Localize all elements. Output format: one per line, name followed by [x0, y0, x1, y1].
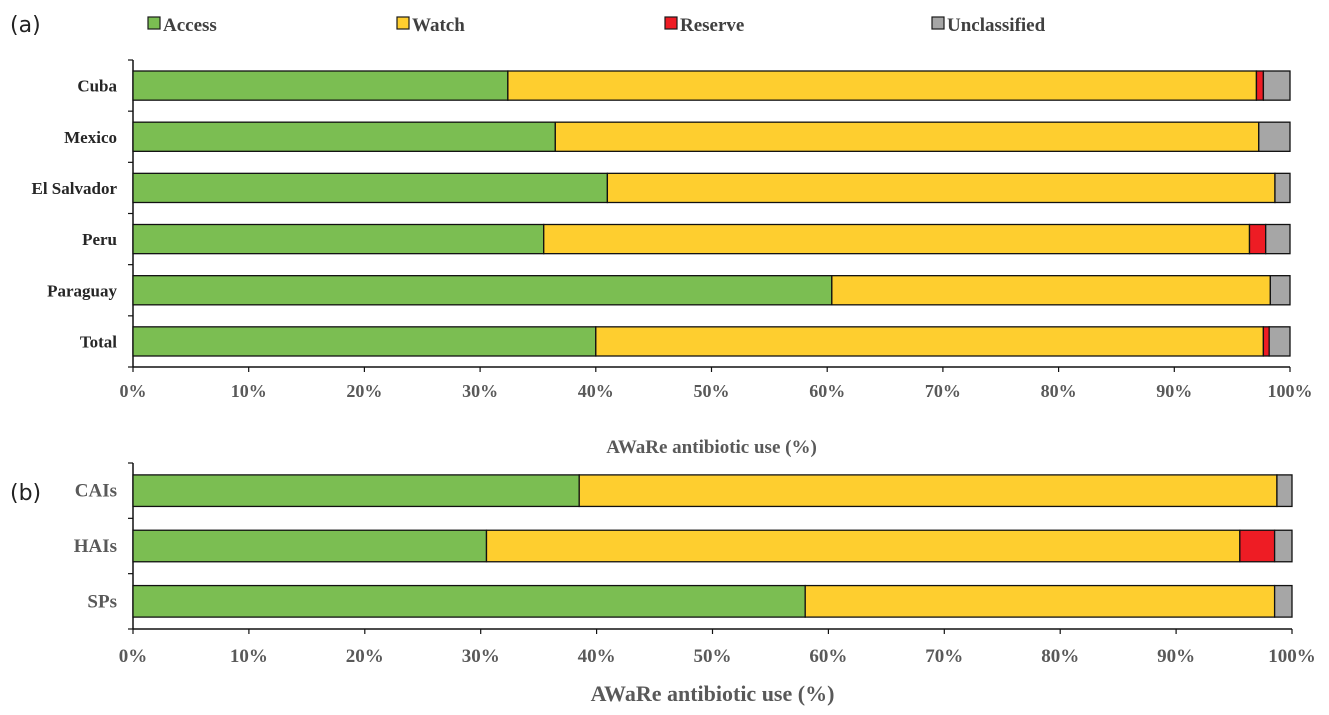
panel-a-category-label: El Salvador: [32, 179, 118, 198]
panel-a-category-label: Peru: [82, 230, 117, 249]
panel-b-category-label: HAIs: [74, 536, 117, 557]
panel-b-category-label: CAIs: [75, 481, 117, 502]
panel-a-bar-cuba-watch: [507, 70, 1258, 101]
panel-b-x-tick-label: 10%: [230, 646, 268, 667]
panel-a-x-tick-label: 30%: [462, 381, 498, 401]
panel-b-x-tick-label: 60%: [809, 646, 847, 667]
panel-b-x-tick-label: 40%: [578, 646, 616, 667]
panel-a-x-tick-label: 40%: [578, 381, 614, 401]
panel-a-x-tick-label: 20%: [346, 381, 382, 401]
panel-b-x-tick-label: 80%: [1041, 646, 1079, 667]
panel-a-bar-total-access: [132, 326, 597, 357]
panel-b-bar-hais-access: [132, 529, 488, 563]
panel-a-bar-total-watch: [595, 326, 1265, 357]
panel-b-x-tick-label: 70%: [925, 646, 963, 667]
legend-label-unclassified: Unclassified: [947, 15, 1046, 36]
panel-a-bar-el-salvador-access: [132, 172, 609, 204]
panel-a-bar-cuba-reserve: [1255, 70, 1265, 101]
panel-b-x-tick-label: 50%: [694, 646, 732, 667]
panel-b-x-axis-label: AWaRe antibiotic use (%): [591, 681, 835, 706]
panel-b-bar-hais-reserve: [1239, 529, 1276, 563]
panel-a-bar-paraguay-watch: [831, 275, 1271, 306]
panel-a-x-tick-label: 100%: [1268, 381, 1313, 401]
panel-a-x-tick-label: 90%: [1156, 381, 1192, 401]
panel-a-x-tick-label: 80%: [1041, 381, 1077, 401]
panel-b-bar-sps-access: [132, 584, 806, 618]
panel-b-bar-cais-access: [132, 474, 580, 508]
panel-a-x-tick-label: 50%: [694, 381, 730, 401]
panel-b-bar-sps-unclassified: [1273, 584, 1293, 618]
legend: Access Watch Reserve Unclassified: [147, 15, 1046, 36]
panel-b-x-tick-label: 20%: [346, 646, 384, 667]
panel-a-x-axis-label: AWaRe antibiotic use (%): [606, 437, 817, 458]
panel-a-bar-cuba-access: [132, 70, 509, 101]
legend-swatch-watch: [396, 16, 410, 30]
panel-b-bar-sps-watch: [804, 584, 1276, 618]
panel-a-category-label: Total: [80, 332, 117, 351]
panel-a-label: (a): [10, 13, 41, 38]
panel-a-bar-peru-unclassified: [1265, 223, 1291, 255]
panel-a-bar-paraguay-access: [132, 275, 833, 306]
panel-b-x-tick-label: 90%: [1157, 646, 1195, 667]
panel-b-chart: CAIs HAIs SPs 0% 10% 20% 30% 40% 50% 60% 70% 80% 90%…: [74, 462, 1316, 706]
panel-a-bar-total-reserve: [1262, 326, 1270, 357]
legend-swatch-access: [147, 16, 161, 30]
panel-b-label: (b): [10, 481, 41, 506]
panel-a-category-label: Paraguay: [47, 281, 117, 300]
panel-a-bar-peru-access: [132, 223, 545, 255]
panel-a-x-tick-label: 0%: [120, 381, 147, 401]
panel-a-bar-el-salvador-unclassified: [1274, 172, 1291, 204]
legend-label-access: Access: [163, 15, 217, 36]
panel-a-bar-mexico-watch: [554, 121, 1260, 152]
legend-swatch-unclassified: [931, 16, 945, 30]
panel-b-bar-hais-watch: [485, 529, 1241, 563]
panel-b-category-label: SPs: [87, 591, 117, 612]
panel-b-bar-cais-watch: [578, 474, 1278, 508]
panel-b-x-tick-label: 100%: [1268, 646, 1316, 667]
panel-a-category-label: Cuba: [77, 77, 117, 96]
panel-a-bar-peru-reserve: [1248, 223, 1267, 255]
panel-a-x-tick-label: 60%: [809, 381, 845, 401]
panel-b-x-tick-label: 30%: [462, 646, 500, 667]
legend-label-reserve: Reserve: [680, 15, 744, 36]
panel-a-bar-mexico-access: [132, 121, 556, 152]
panel-b-x-tick-label: 0%: [119, 646, 148, 667]
legend-swatch-reserve: [664, 16, 678, 30]
panel-a-bar-paraguay-unclassified: [1269, 275, 1291, 306]
panel-a-category-label: Mexico: [64, 128, 117, 147]
panel-b-bar-hais-unclassified: [1273, 529, 1293, 563]
panel-a-x-tick-label: 10%: [231, 381, 267, 401]
panel-a-x-tick-label: 70%: [925, 381, 961, 401]
panel-a-bar-el-salvador-watch: [606, 172, 1276, 204]
panel-a-chart: Cuba Mexico El Salvador Peru Paraguay Total 0%…: [32, 59, 1313, 458]
panel-a-bar-cuba-unclassified: [1262, 70, 1291, 101]
panel-a-bar-peru-watch: [543, 223, 1251, 255]
panel-a-bar-mexico-unclassified: [1258, 121, 1291, 152]
panel-b-bar-cais-unclassified: [1276, 474, 1293, 508]
legend-label-watch: Watch: [412, 15, 465, 36]
panel-a-bar-total-unclassified: [1268, 326, 1291, 357]
